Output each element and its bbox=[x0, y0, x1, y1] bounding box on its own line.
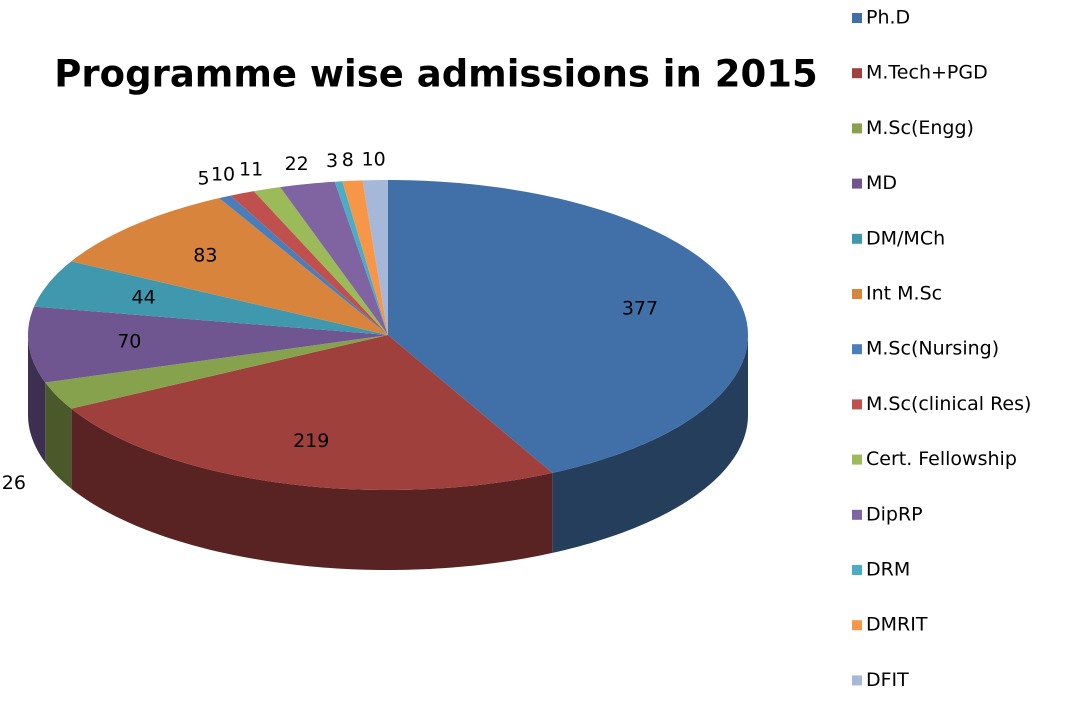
legend-label: DFIT bbox=[866, 669, 909, 691]
data-label: 3 bbox=[326, 150, 338, 172]
slice bbox=[230, 191, 388, 335]
data-label: 10 bbox=[362, 148, 386, 170]
legend-swatch bbox=[852, 233, 862, 244]
legend-label: DRM bbox=[866, 559, 910, 581]
legend-label: M.Sc(clinical Res) bbox=[866, 393, 1031, 415]
slice-side bbox=[28, 335, 46, 463]
legend-swatch bbox=[852, 123, 862, 134]
slice-side bbox=[45, 382, 72, 489]
slice bbox=[28, 306, 388, 383]
slice-side bbox=[552, 335, 748, 553]
legend-swatch bbox=[852, 399, 862, 410]
chart-title: Programme wise admissions in 2015 bbox=[54, 53, 817, 96]
legend-label: MD bbox=[866, 172, 897, 194]
slice bbox=[334, 181, 388, 335]
legend-swatch bbox=[852, 509, 862, 520]
legend-swatch bbox=[852, 68, 862, 79]
legend-label: M.Tech+PGD bbox=[866, 62, 988, 84]
legend-label: M.Sc(Engg) bbox=[866, 117, 974, 139]
legend-label: M.Sc(Nursing) bbox=[866, 338, 999, 360]
legend-swatch bbox=[852, 565, 862, 575]
slice bbox=[280, 181, 388, 335]
data-label: 11 bbox=[239, 159, 263, 181]
data-label: 377 bbox=[622, 297, 658, 319]
legend-swatch bbox=[852, 178, 862, 189]
data-label: 10 bbox=[211, 163, 235, 185]
slice bbox=[34, 261, 389, 335]
legend-label: DipRP bbox=[866, 503, 923, 525]
data-label: 5 bbox=[198, 167, 210, 189]
slice bbox=[219, 195, 388, 335]
data-label: 83 bbox=[193, 244, 217, 266]
data-label: 44 bbox=[132, 286, 156, 308]
slice bbox=[388, 180, 748, 473]
legend-label: DM/MCh bbox=[866, 227, 945, 249]
slice bbox=[362, 180, 388, 335]
data-label: 26 bbox=[2, 472, 26, 494]
legend-label: DMRIT bbox=[866, 614, 928, 636]
slice bbox=[71, 335, 553, 490]
slice bbox=[71, 198, 388, 335]
slice-side bbox=[71, 408, 553, 570]
slice bbox=[253, 187, 388, 335]
data-label: 22 bbox=[285, 153, 309, 175]
legend-swatch bbox=[852, 344, 862, 355]
legend-swatch bbox=[852, 620, 862, 631]
data-label: 219 bbox=[293, 430, 329, 452]
slice bbox=[45, 335, 388, 409]
legend-swatch bbox=[852, 675, 862, 686]
legend-label: Ph.D bbox=[866, 7, 910, 29]
data-label: 8 bbox=[342, 149, 354, 171]
legend-label: Cert. Fellowship bbox=[866, 448, 1017, 470]
data-label: 70 bbox=[117, 331, 141, 353]
legend-label: Int M.Sc bbox=[866, 283, 942, 305]
legend-swatch bbox=[852, 289, 862, 299]
slice bbox=[342, 180, 388, 335]
legend-swatch bbox=[852, 13, 862, 23]
legend-swatch bbox=[852, 454, 862, 465]
